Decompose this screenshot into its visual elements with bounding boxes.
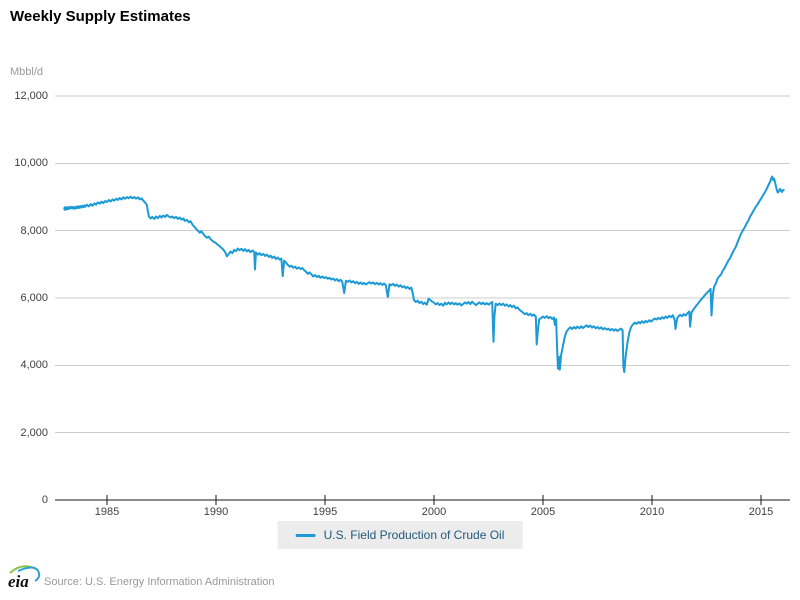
y-tick-label: 8,000 xyxy=(20,224,48,237)
y-tick-label: 12,000 xyxy=(14,90,48,102)
x-tick-label: 2010 xyxy=(639,506,665,518)
x-tick-label: 2015 xyxy=(748,506,774,518)
eia-logo: eia xyxy=(8,565,41,591)
y-tick-label: 6,000 xyxy=(20,292,48,304)
x-tick-label: 1995 xyxy=(312,506,338,518)
chart-title: Weekly Supply Estimates xyxy=(10,8,191,25)
x-tick-label: 2000 xyxy=(421,506,447,518)
production-line-series xyxy=(63,175,785,374)
y-tick-label: 2,000 xyxy=(20,426,48,439)
legend[interactable]: U.S. Field Production of Crude Oil xyxy=(277,521,523,549)
source-attribution: Source: U.S. Energy Information Administ… xyxy=(44,576,275,588)
y-axis-unit-label: Mbbl/d xyxy=(10,66,44,78)
y-tick-label: 10,000 xyxy=(14,157,48,170)
x-tick-label: 1985 xyxy=(94,506,120,518)
legend-line-swatch-icon xyxy=(295,533,316,537)
legend-series-label: U.S. Field Production of Crude Oil xyxy=(323,528,505,542)
y-tick-label: 4,000 xyxy=(20,359,48,372)
eia-logo-text: eia xyxy=(8,572,29,591)
x-tick-label: 1990 xyxy=(203,506,229,518)
x-tick-label: 2005 xyxy=(530,506,556,518)
y-tick-label: 0 xyxy=(41,494,48,506)
